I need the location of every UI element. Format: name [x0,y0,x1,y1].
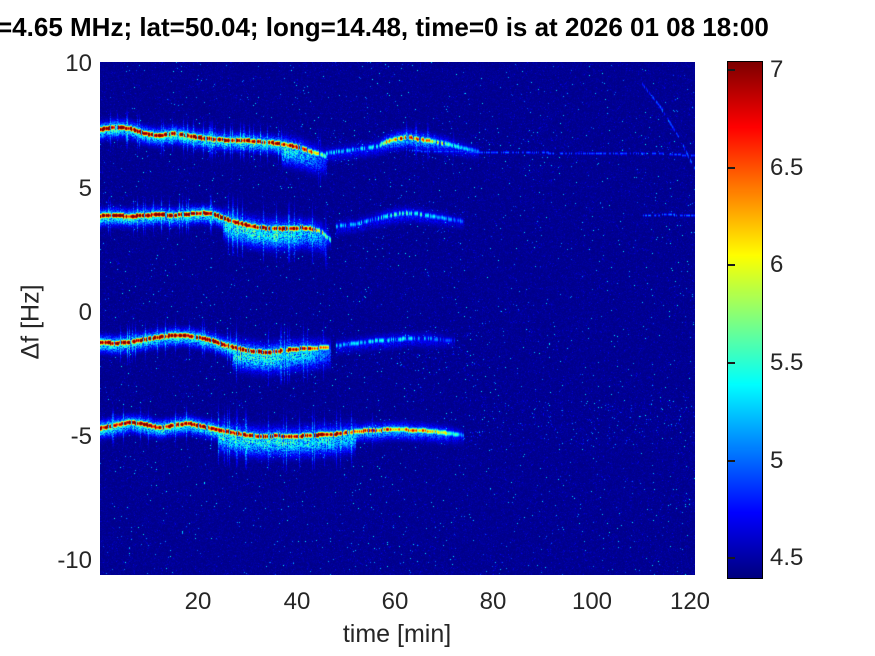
y-axis-label: Δf [Hz] [16,284,45,360]
colorbar-canvas [727,61,763,579]
colorbar-tick-label-5: 5 [770,447,784,474]
colorbar-tick-label-7: 7 [770,56,784,83]
colorbar-tick-mark [728,69,735,71]
colorbar-tick-label-4.5: 4.5 [770,544,804,571]
y-tick-label--5: -5 [70,423,92,450]
colorbar-tick-label-6: 6 [770,251,784,278]
x-tick-label-60: 60 [381,588,409,615]
colorbar-tick-mark [728,264,735,266]
spectrogram-canvas [100,62,695,575]
y-tick-label-5: 5 [78,175,92,202]
y-tick-label-10: 10 [65,50,92,77]
colorbar-tick-label-5.5: 5.5 [770,349,804,376]
x-tick-label-20: 20 [184,588,212,615]
y-tick-label--10: -10 [57,547,92,574]
x-tick-label-120: 120 [669,588,711,615]
colorbar-tick-mark [728,557,735,559]
x-tick-label-40: 40 [283,588,311,615]
y-tick-label-0: 0 [78,299,92,326]
colorbar-tick-mark [728,362,735,364]
x-tick-label-100: 100 [571,588,613,615]
x-tick-label-80: 80 [479,588,507,615]
x-axis-label: time [min] [342,620,452,648]
colorbar-tick-label-6.5: 6.5 [770,154,804,181]
plot-title: =4.65 MHz; lat=50.04; long=14.48, time=0… [0,12,769,42]
colorbar-tick-mark [728,460,735,462]
colorbar-tick-mark [728,167,735,169]
